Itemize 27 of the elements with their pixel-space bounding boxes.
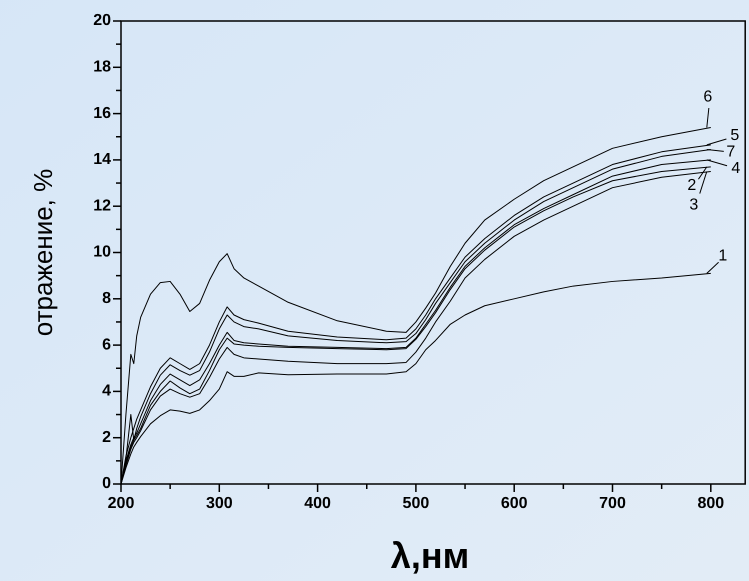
series-label: 7 xyxy=(726,144,736,161)
y-tick-label: 12 xyxy=(93,197,112,214)
y-tick-label: 8 xyxy=(102,290,112,308)
y-tick-label: 14 xyxy=(93,151,112,168)
series-label: 6 xyxy=(703,88,712,106)
y-tick-label: 20 xyxy=(93,12,112,30)
x-tick-label: 300 xyxy=(206,495,233,512)
legend-label: 2 xyxy=(687,177,696,194)
x-tick-label: 500 xyxy=(402,495,430,512)
x-tick-label: 200 xyxy=(108,495,134,512)
legend-label: 4 xyxy=(731,160,740,178)
y-tick-label: 10 xyxy=(93,244,112,261)
y-tick-label: 6 xyxy=(102,336,112,354)
series-label: 5 xyxy=(730,127,740,144)
legend-label: 3 xyxy=(689,196,698,214)
y-tick-label: 0 xyxy=(102,475,112,492)
x-axis-title: λ,нм xyxy=(390,535,470,576)
x-tick-label: 700 xyxy=(599,495,626,512)
x-tick-label: 400 xyxy=(304,495,332,512)
y-tick-label: 4 xyxy=(102,382,112,400)
y-tick-label: 2 xyxy=(102,428,112,446)
y-tick-label: 18 xyxy=(93,58,112,76)
x-tick-label: 800 xyxy=(697,495,724,512)
y-axis-title: отражение, % xyxy=(28,168,58,336)
x-tick-label: 600 xyxy=(500,495,528,512)
series-label: 1 xyxy=(718,248,728,265)
y-tick-label: 16 xyxy=(93,104,112,122)
